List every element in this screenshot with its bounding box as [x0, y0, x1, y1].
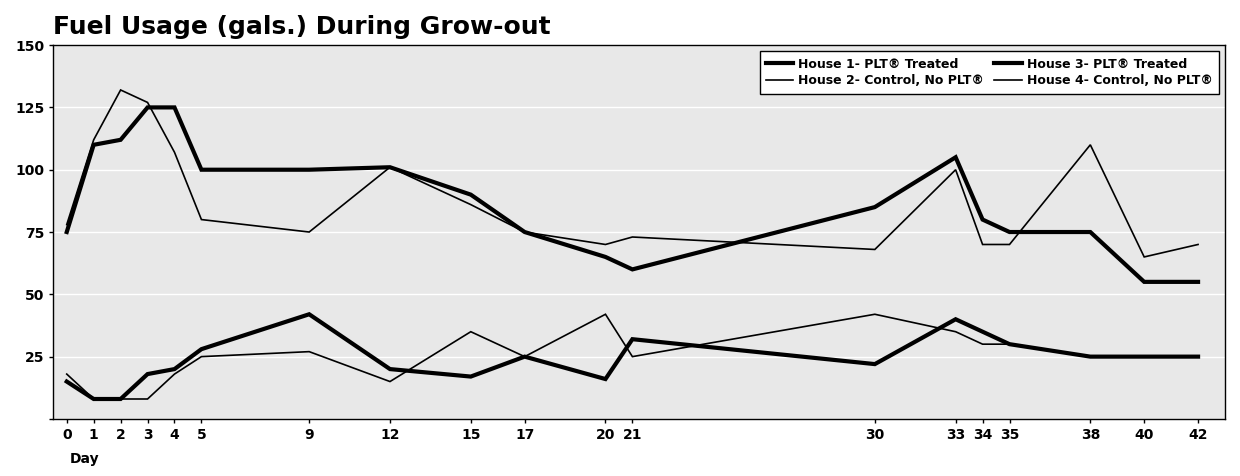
Text: Day: Day: [69, 453, 99, 466]
Legend: House 1- PLT® Treated, House 2- Control, No PLT®, House 3- PLT® Treated, House 4: House 1- PLT® Treated, House 2- Control,…: [759, 51, 1219, 94]
Text: Fuel Usage (gals.) During Grow-out: Fuel Usage (gals.) During Grow-out: [53, 15, 551, 39]
